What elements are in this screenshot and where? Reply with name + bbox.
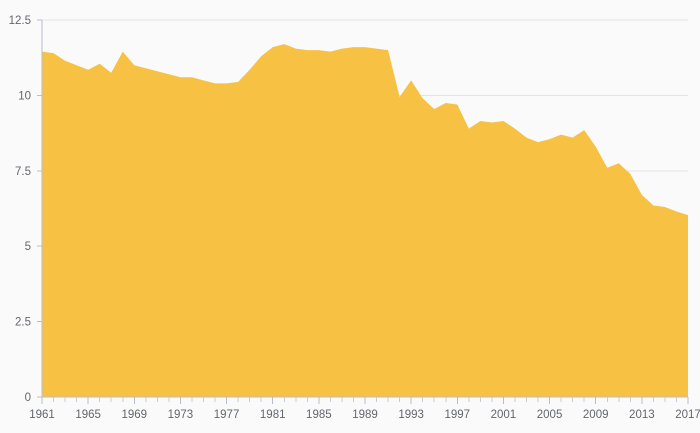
x-tick-label: 2017 xyxy=(675,409,700,421)
x-tick-label: 1961 xyxy=(29,409,55,421)
y-tick-label: 10 xyxy=(18,90,31,102)
y-tick-label: 7.5 xyxy=(15,166,31,178)
y-tick-label: 2.5 xyxy=(15,317,31,329)
y-axis-ticks xyxy=(37,19,42,398)
x-tick-label: 1989 xyxy=(352,409,378,421)
x-tick-label: 2013 xyxy=(629,409,655,421)
x-tick-label: 2001 xyxy=(491,409,517,421)
x-tick-label: 1965 xyxy=(75,409,101,421)
y-tick-label: 0 xyxy=(25,392,31,404)
x-tick-label: 1977 xyxy=(214,409,240,421)
x-axis-ticks xyxy=(41,397,689,404)
x-tick-label: 1969 xyxy=(121,409,147,421)
x-tick-label: 1997 xyxy=(444,409,470,421)
series-area xyxy=(42,44,688,397)
area-series-path xyxy=(42,44,688,397)
y-axis-labels: 0 2.5 5 7.5 10 12.5 xyxy=(9,15,31,404)
x-tick-label: 2009 xyxy=(583,409,609,421)
x-tick-label: 1993 xyxy=(398,409,424,421)
y-tick-label: 12.5 xyxy=(9,15,31,27)
x-tick-label: 1973 xyxy=(168,409,194,421)
y-tick-label: 5 xyxy=(25,241,31,253)
x-axis-labels: 1961 1965 1969 1973 1977 1981 1985 1989 1993 1997… xyxy=(29,409,700,421)
x-tick-label: 1981 xyxy=(260,409,286,421)
x-tick-label: 1985 xyxy=(306,409,332,421)
x-tick-label: 2005 xyxy=(537,409,563,421)
